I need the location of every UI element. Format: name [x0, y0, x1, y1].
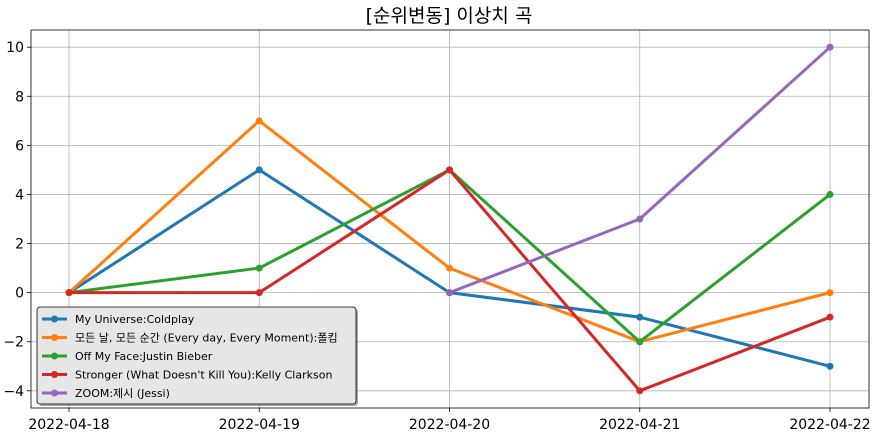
- x-tick-label: 2022-04-22: [789, 417, 870, 433]
- legend-label: Stronger (What Doesn't Kill You):Kelly C…: [75, 369, 332, 382]
- y-tick-label: 10: [6, 40, 24, 56]
- data-point: [65, 289, 73, 297]
- data-point: [446, 166, 453, 174]
- y-tick-label: 8: [15, 89, 24, 105]
- x-tick-label: 2022-04-18: [28, 417, 109, 433]
- legend: My Universe:Coldplay 모든 날, 모든 순간 (Every d…: [36, 306, 358, 406]
- plot-area-frame: [30, 29, 870, 409]
- data-point: [255, 166, 263, 174]
- data-point: [826, 362, 834, 370]
- legend-box: [36, 306, 357, 405]
- legend-label: My Universe:Coldplay: [75, 313, 195, 326]
- legend-marker: [51, 389, 58, 397]
- legend-marker: [51, 352, 58, 360]
- legend-marker: [51, 371, 58, 378]
- data-point: [826, 190, 834, 198]
- series-layer: [65, 43, 834, 395]
- series: [65, 166, 834, 395]
- x-tick-label: 2022-04-20: [409, 417, 490, 433]
- y-tick-label: 2: [15, 237, 24, 253]
- data-point: [826, 43, 834, 51]
- legend-label: 모든 날, 모든 순간 (Every day, Every Moment):폴킴: [75, 332, 338, 345]
- y-tick-label: −2: [3, 335, 24, 351]
- y-tick-label: 4: [15, 187, 24, 203]
- data-point: [636, 387, 644, 395]
- legend-label: Off My Face:Justin Bieber: [75, 350, 213, 363]
- data-point: [636, 215, 644, 223]
- legend-marker: [51, 315, 58, 323]
- tick-labels: 2022-04-18 2022-04-19 2022-04-20 2022-04-21…: [3, 40, 870, 433]
- x-tick-label: 2022-04-21: [599, 417, 680, 433]
- data-point: [826, 289, 834, 297]
- data-point: [446, 264, 453, 272]
- data-point: [255, 264, 263, 272]
- y-tick-label: 6: [15, 138, 24, 154]
- chart-title: [순위변동] 이상치 곡: [366, 5, 533, 27]
- y-tick-label: −4: [3, 384, 24, 400]
- data-point: [636, 313, 644, 321]
- data-point: [255, 289, 263, 297]
- legend-label: ZOOM:제시 (Jessi): [75, 387, 170, 400]
- series: [446, 43, 834, 297]
- y-tick-label: 0: [15, 286, 24, 302]
- data-point: [636, 338, 644, 346]
- data-point: [255, 117, 263, 125]
- data-point: [826, 313, 834, 321]
- legend-marker: [51, 334, 58, 341]
- data-point: [446, 289, 453, 297]
- x-tick-label: 2022-04-19: [219, 417, 300, 433]
